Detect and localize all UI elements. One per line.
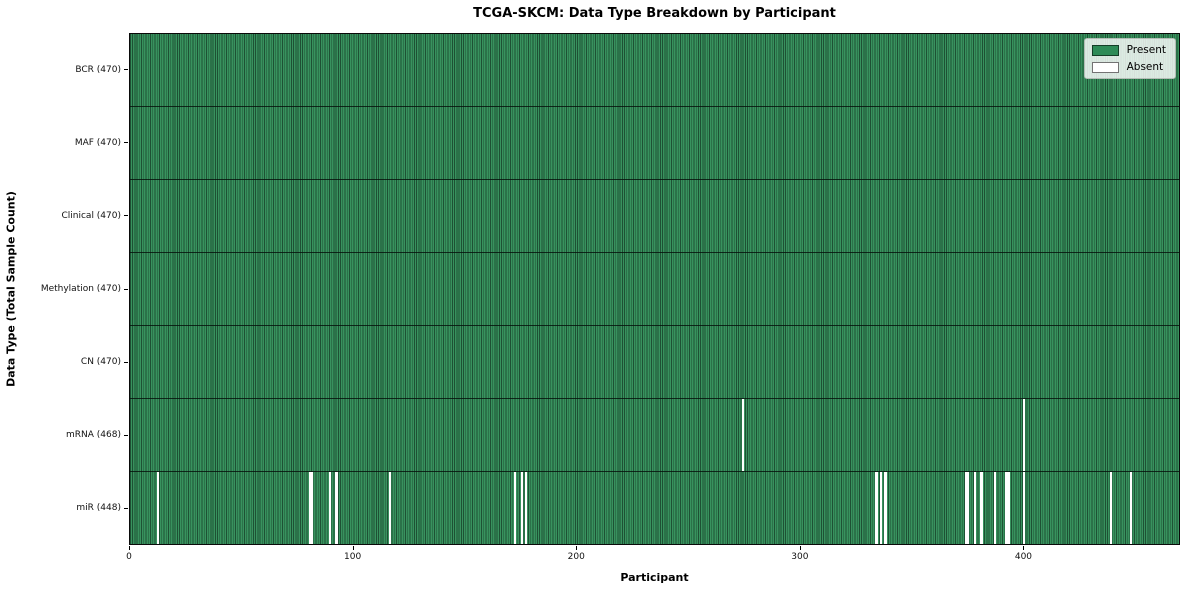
absent-gap — [520, 472, 523, 544]
absent-gap — [1004, 472, 1008, 544]
absent-gap — [1022, 399, 1026, 471]
x-ticks: 0 100 200 300 400 — [126, 545, 1180, 571]
y-tick-marks — [124, 33, 129, 545]
x-tick-mark-100 — [352, 546, 354, 550]
legend: Present Absent — [1083, 38, 1176, 79]
absent-gap — [993, 472, 997, 544]
y-tick-label-bcr: BCR (470) — [75, 64, 121, 75]
absent-gap — [328, 472, 332, 544]
absent-gap — [335, 472, 338, 544]
absent-gap — [741, 399, 744, 471]
y-tick-mark — [124, 434, 128, 436]
x-tick-label-300: 300 — [791, 552, 809, 562]
y-tick-label-clinical: Clinical (470) — [61, 210, 121, 221]
legend-item-present: Present — [1091, 44, 1166, 56]
y-tick-mark — [124, 361, 128, 363]
x-tick-mark-0 — [129, 546, 130, 550]
y-tick-mark — [124, 288, 128, 290]
legend-swatch-absent — [1091, 61, 1119, 73]
absent-gap — [525, 472, 528, 544]
absent-gap — [966, 472, 970, 544]
x-tick-label-0: 0 — [126, 552, 132, 562]
x-tick-label-100: 100 — [344, 552, 362, 562]
plot-area — [129, 33, 1180, 545]
row-cn — [130, 326, 1179, 399]
absent-gap — [156, 472, 160, 544]
absent-gap — [879, 472, 883, 544]
x-tick-mark-300 — [799, 546, 801, 550]
y-tick-label-cn: CN (470) — [80, 357, 121, 368]
absent-gap — [884, 472, 887, 544]
row-mrna — [130, 399, 1179, 472]
legend-item-absent: Absent — [1091, 61, 1166, 73]
absent-gap — [980, 472, 983, 544]
legend-label: Absent — [1126, 61, 1164, 73]
absent-gap — [513, 472, 517, 544]
x-tick-mark-200 — [576, 546, 578, 550]
y-tick-mark — [124, 142, 128, 144]
y-tick-label-maf: MAF (470) — [74, 137, 121, 148]
absent-gap — [973, 472, 977, 544]
absent-gap — [1109, 472, 1113, 544]
y-tick-label-mrna: mRNA (468) — [66, 430, 121, 441]
y-tick-label-methylation: Methylation (470) — [40, 284, 121, 294]
absent-gap — [308, 472, 311, 544]
row-clinical — [130, 180, 1179, 253]
absent-gap — [964, 472, 968, 544]
row-bcr — [130, 34, 1179, 107]
y-tick-mark — [124, 507, 128, 509]
absent-gap — [875, 472, 878, 544]
absent-gap — [388, 472, 392, 544]
y-tick-label-mir: miR (448) — [76, 503, 121, 514]
x-tick-mark-400 — [1023, 546, 1025, 550]
y-tick-labels: BCR (470) MAF (470) Clinical (470) Methylat… — [0, 33, 121, 545]
row-mir — [130, 472, 1179, 544]
legend-swatch-present — [1091, 44, 1119, 56]
chart-title: TCGA-SKCM: Data Type Breakdown by Partic… — [473, 6, 836, 21]
y-tick-mark — [124, 215, 128, 217]
x-tick-label-200: 200 — [567, 552, 585, 562]
x-axis-label: Participant — [620, 571, 689, 584]
row-methylation — [130, 253, 1179, 326]
x-tick-label-400: 400 — [1014, 552, 1033, 562]
absent-gap — [1129, 472, 1133, 544]
absent-gap — [310, 472, 314, 544]
row-maf — [130, 107, 1179, 180]
absent-gap — [1022, 472, 1026, 544]
y-tick-mark — [124, 69, 128, 71]
absent-gap — [1007, 472, 1010, 544]
legend-label: Present — [1126, 44, 1166, 56]
